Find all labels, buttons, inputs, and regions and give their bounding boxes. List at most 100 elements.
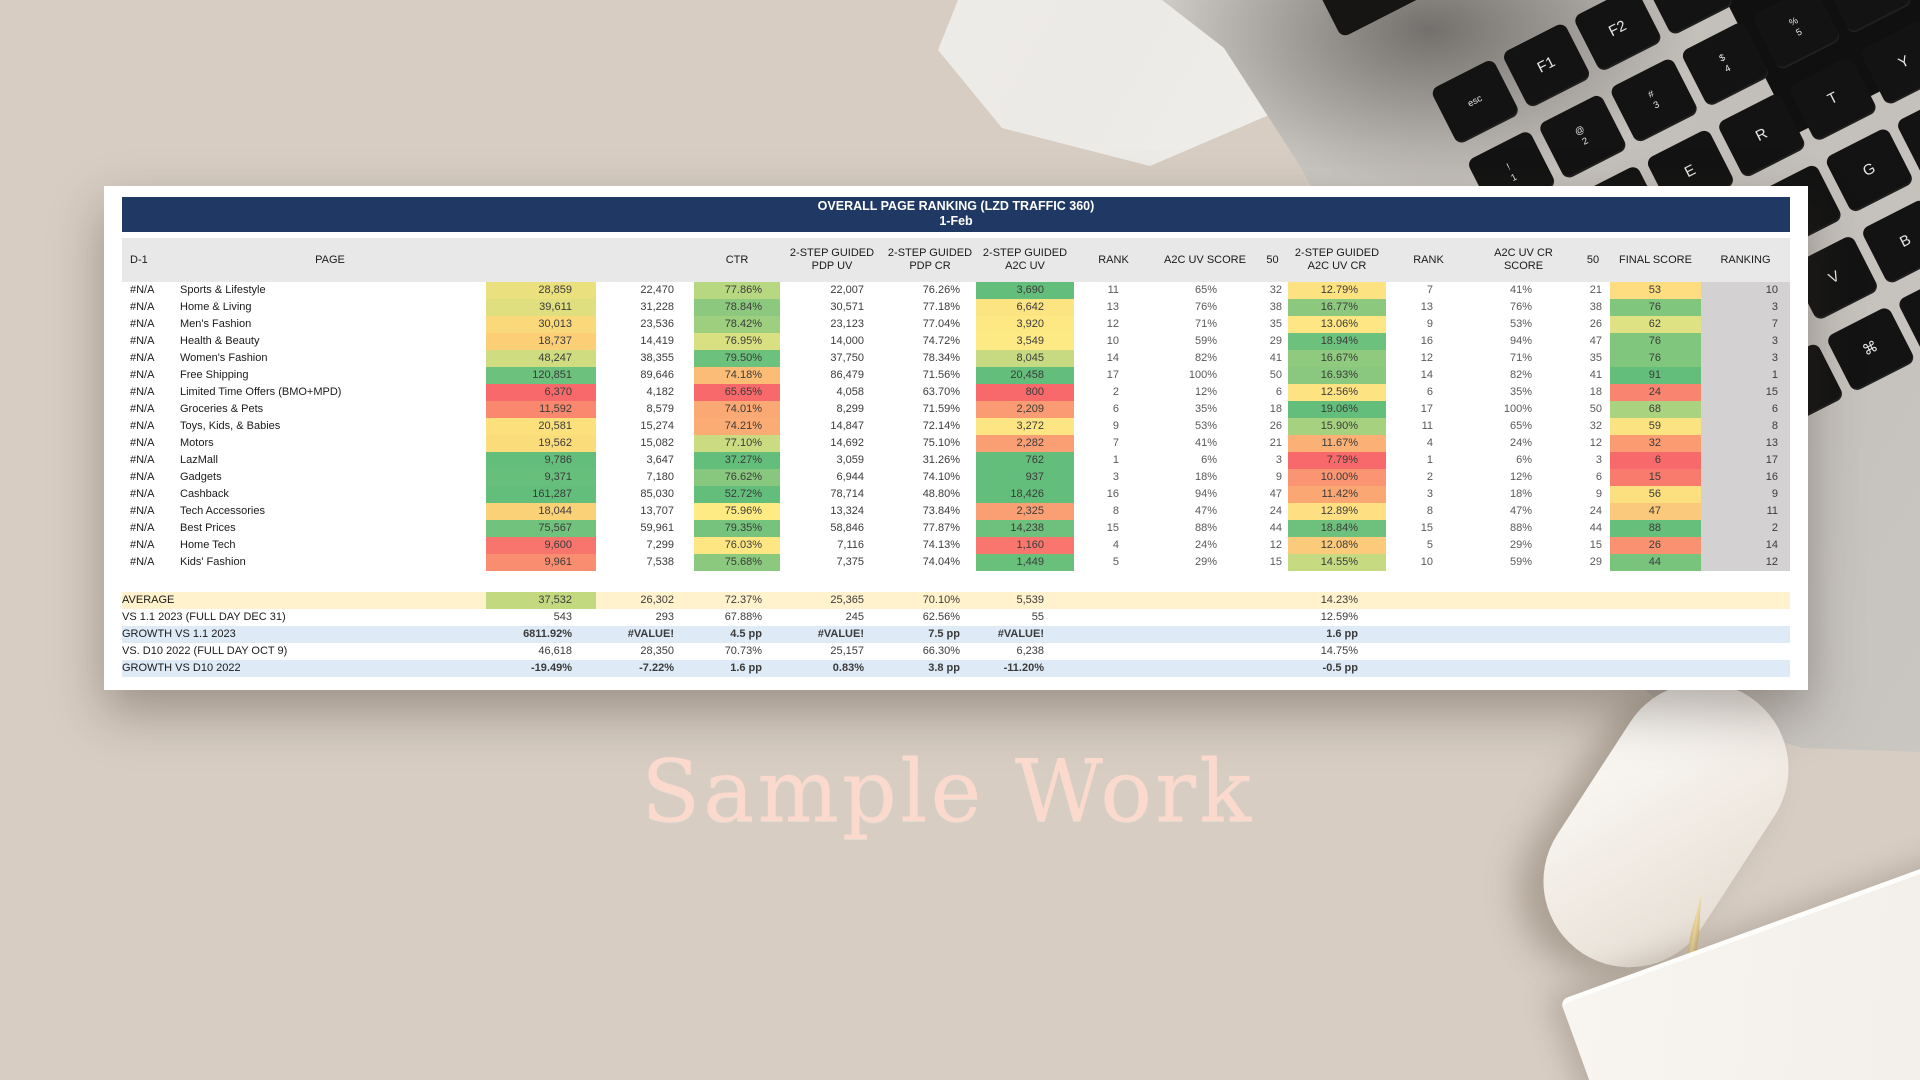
cell-page: Best Prices [180,522,236,534]
cell-v1: 9,371 [486,469,596,486]
cell-s1: 71% [1194,318,1217,330]
cell-s1: 47% [1194,505,1217,517]
summary-cell-auv: 5,539 [1016,594,1044,606]
cell-f1: 21 [1269,437,1282,449]
cell-ctr: 52.72% [694,486,780,503]
cell-r2: 10 [1420,556,1433,568]
cell-s2: 18% [1509,488,1532,500]
cell-v1: 9,961 [486,554,596,571]
cell-s2: 41% [1509,284,1532,296]
cell-v2: 8,579 [646,403,674,415]
cell-f2: 50 [1589,403,1602,415]
cell-d1: #N/A [130,403,155,415]
summary-cell-f1 [1257,660,1288,677]
cell-d1: #N/A [130,556,155,568]
summary-row: GROWTH VS D10 2022 -19.49% -7.22% 1.6 pp 0.8… [122,660,1790,677]
summary-cell-s1 [1153,592,1257,609]
cell-s1: 76% [1194,301,1217,313]
cell-f2: 21 [1589,284,1602,296]
cell-cr: 12.79% [1288,282,1386,299]
cell-d1: #N/A [130,539,155,551]
cell-fs: 59 [1610,418,1701,435]
cell-s1: 100% [1188,369,1217,381]
cell-rk: 9 [1701,486,1790,503]
cell-fs: 24 [1610,384,1701,401]
summary-cell-v1: 543 [553,611,572,623]
cell-fs: 32 [1610,435,1701,452]
cell-f1: 15 [1269,556,1282,568]
summary-cell-rk [1701,643,1790,660]
cell-auv: 1,160 [976,537,1074,554]
summary-cell-r2 [1386,609,1471,626]
cell-page: Home & Living [180,301,252,313]
cell-d1: #N/A [130,420,155,432]
table-row: #N/A Women's Fashion 48,247 38,355 79.50% 37,… [122,350,1790,367]
summary-row: AVERAGE 37,532 26,302 72.37% 25,365 70.10% 5,5… [122,592,1790,609]
cell-ctr: 76.62% [694,469,780,486]
cell-rk: 16 [1701,469,1790,486]
cell-rk: 12 [1701,554,1790,571]
cell-v2: 31,228 [640,301,674,313]
summary-cell-v2: 293 [655,611,674,623]
cell-page: Home Tech [180,539,236,551]
summary-cell-s2 [1471,609,1576,626]
cell-r1: 5 [1112,556,1119,568]
cell-page: Men's Fashion [180,318,252,330]
cell-f2: 12 [1589,437,1602,449]
cell-f1: 24 [1269,505,1282,517]
cell-s1: 65% [1194,284,1217,296]
cell-f2: 38 [1589,301,1602,313]
summary-cell-auv: 55 [1031,611,1044,623]
cell-puv: 6,944 [836,471,864,483]
summary-cell-s1 [1153,609,1257,626]
cell-s2: 65% [1509,420,1532,432]
summary-cell-puv: 25,157 [830,645,864,657]
column-header: A2C UV SCORE [1153,238,1257,282]
cell-r2: 12 [1420,352,1433,364]
summary-cell-f1 [1257,626,1288,643]
cell-r2: 3 [1426,488,1433,500]
cell-s2: 76% [1509,301,1532,313]
summary-cell-rk [1701,592,1790,609]
summary-cell-f2 [1576,626,1610,643]
page-title: OVERALL PAGE RANKING (LZD TRAFFIC 360) [817,199,1095,213]
cell-r1: 2 [1112,386,1119,398]
cell-r1: 7 [1112,437,1119,449]
summary-cell-f2 [1576,643,1610,660]
summary-cell-s1 [1153,626,1257,643]
cell-s1: 82% [1194,352,1217,364]
cell-d1: #N/A [130,437,155,449]
cell-d1: #N/A [130,522,155,534]
cell-auv: 2,282 [976,435,1074,452]
cell-f1: 29 [1269,335,1282,347]
cell-pcr: 71.59% [922,403,960,415]
cell-v2: 22,470 [640,284,674,296]
cell-v2: 38,355 [640,352,674,364]
summary-cell-s1 [1153,643,1257,660]
cell-ctr: 77.10% [694,435,780,452]
summary-cell-s2 [1471,592,1576,609]
cell-d1: #N/A [130,335,155,347]
cell-v1: 39,611 [486,299,596,316]
cell-auv: 762 [976,452,1074,469]
summary-cell-fs [1610,660,1701,677]
cell-f1: 26 [1269,420,1282,432]
cell-auv: 18,426 [976,486,1074,503]
cell-v2: 15,274 [640,420,674,432]
cell-v1: 161,287 [486,486,596,503]
cell-v2: 14,419 [640,335,674,347]
summary-cell-f2 [1576,660,1610,677]
cell-v2: 7,538 [646,556,674,568]
cell-f1: 47 [1269,488,1282,500]
cell-pcr: 74.13% [922,539,960,551]
summary-cell-v2: 28,350 [640,645,674,657]
cell-page: Sports & Lifestyle [180,284,266,296]
summary-cell-cr: 14.23% [1320,594,1358,606]
cell-s2: 88% [1509,522,1532,534]
cell-fs: 6 [1610,452,1701,469]
cell-s1: 94% [1194,488,1217,500]
column-header: 2-STEP GUIDED A2C UV [976,238,1074,282]
cell-s2: 100% [1503,403,1532,415]
summary-cell-pcr: 62.56% [922,611,960,623]
